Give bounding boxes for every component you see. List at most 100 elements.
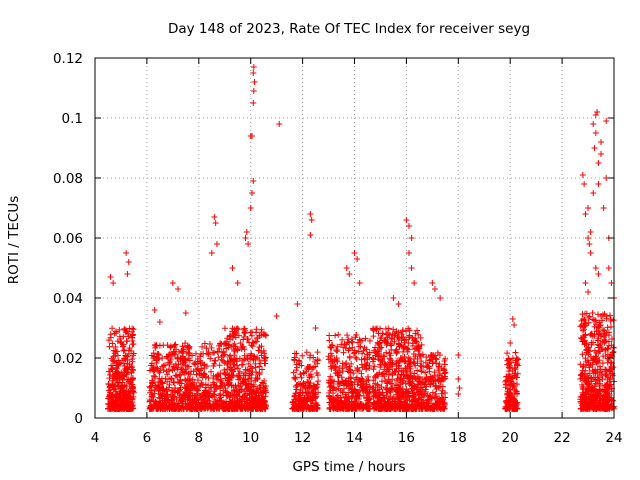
data-point (247, 405, 254, 412)
data-point (381, 337, 388, 344)
data-point (313, 370, 320, 377)
data-point (358, 377, 365, 384)
data-point (169, 386, 176, 393)
data-point (508, 379, 515, 386)
data-point (577, 396, 584, 403)
data-point (394, 348, 401, 355)
data-point (604, 324, 611, 331)
data-point (504, 350, 511, 357)
data-point (334, 343, 341, 350)
data-point (276, 121, 283, 127)
data-point (405, 223, 412, 229)
data-point (314, 357, 321, 364)
data-points (105, 64, 617, 412)
data-point (591, 394, 598, 401)
data-point (262, 385, 269, 392)
data-point (390, 295, 397, 301)
data-point (306, 354, 313, 361)
data-point (588, 330, 595, 337)
data-point (210, 381, 217, 388)
data-point (250, 88, 257, 94)
data-point (241, 325, 248, 332)
data-point (587, 229, 594, 235)
data-point (175, 286, 182, 292)
data-point (201, 361, 208, 368)
data-point (325, 356, 332, 363)
data-point (455, 391, 462, 397)
data-point (250, 64, 257, 70)
data-point (514, 381, 521, 388)
data-point (351, 386, 358, 393)
data-point (159, 363, 166, 370)
data-point (247, 205, 254, 211)
data-point (187, 371, 194, 378)
data-point (299, 405, 306, 412)
data-point (510, 406, 517, 412)
data-point (172, 405, 179, 412)
data-point (381, 373, 388, 380)
data-point (354, 256, 361, 262)
data-point (197, 357, 204, 364)
data-point (227, 352, 234, 359)
data-point (581, 321, 588, 328)
data-point (211, 391, 218, 398)
data-point (312, 394, 319, 401)
y-axis-label: ROTI / TECUs (6, 196, 22, 284)
data-point (194, 358, 201, 365)
data-point (299, 352, 306, 359)
data-point (370, 377, 377, 384)
data-point (177, 376, 184, 383)
data-point (509, 405, 516, 412)
data-point (344, 332, 351, 339)
data-point (377, 405, 384, 412)
data-point (582, 332, 589, 339)
data-point (169, 367, 176, 374)
data-point (509, 316, 516, 322)
data-point (411, 383, 418, 390)
data-point (589, 367, 596, 374)
data-point (326, 390, 333, 397)
data-point (349, 344, 356, 351)
data-point (602, 338, 609, 345)
data-point (383, 331, 390, 338)
data-point (401, 353, 408, 360)
chart-title: Day 148 of 2023, Rate Of TEC Index for r… (168, 21, 530, 37)
data-point (221, 351, 228, 358)
data-point (383, 349, 390, 356)
data-point (405, 250, 412, 256)
data-point (400, 369, 407, 376)
data-point (245, 360, 252, 367)
data-point (363, 401, 370, 408)
data-point (327, 344, 334, 351)
data-point (310, 364, 317, 371)
data-point (192, 350, 199, 357)
data-point (514, 390, 521, 397)
data-point (381, 398, 388, 405)
data-point (328, 377, 335, 384)
data-point (295, 392, 302, 399)
data-point (435, 367, 442, 374)
data-point (412, 353, 419, 360)
data-point (125, 333, 132, 340)
data-point (327, 363, 334, 370)
data-point (339, 336, 346, 343)
data-point (593, 405, 600, 412)
data-point (376, 405, 383, 412)
data-point (211, 360, 218, 367)
data-point (247, 329, 254, 336)
data-point (511, 364, 518, 371)
data-point (107, 331, 114, 338)
y-tick-label: 0.04 (53, 291, 83, 307)
data-point (585, 289, 592, 295)
data-point (436, 370, 443, 377)
data-point (152, 343, 159, 350)
data-point (507, 386, 514, 393)
data-point (124, 398, 131, 405)
data-point (598, 151, 605, 157)
data-point (391, 330, 398, 337)
data-point (414, 360, 421, 367)
data-point (293, 367, 300, 374)
data-point (254, 399, 261, 406)
data-point (511, 398, 518, 405)
data-point (126, 345, 133, 352)
